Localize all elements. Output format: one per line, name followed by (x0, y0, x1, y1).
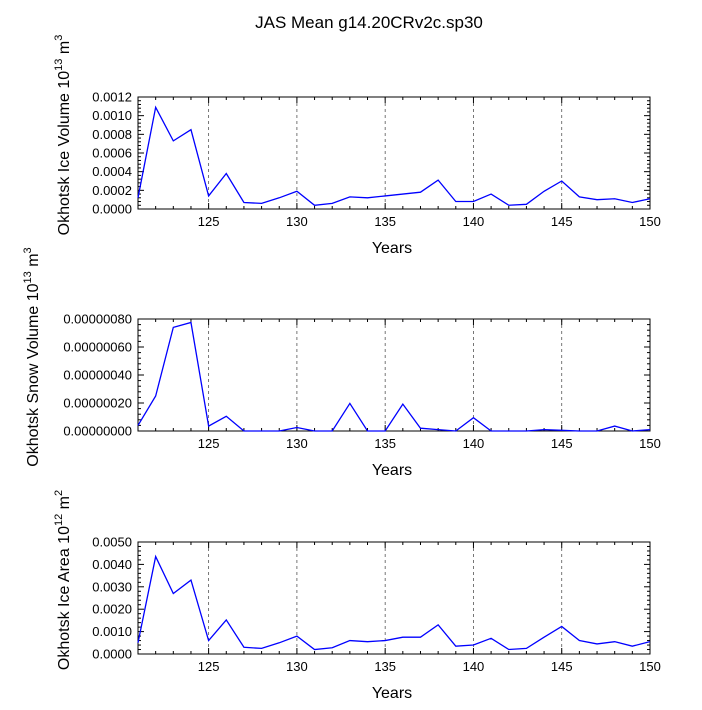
y-tick-label: 0.0020 (92, 602, 132, 617)
x-tick-label: 150 (639, 214, 661, 229)
x-tick-label: 135 (374, 214, 396, 229)
x-tick-label: 145 (551, 659, 573, 674)
x-tick-label: 125 (198, 214, 220, 229)
y-tick-label: 0.0010 (92, 108, 132, 123)
y-tick-label: 0.0050 (92, 535, 132, 550)
plot-frame (137, 541, 651, 655)
series-line (137, 321, 651, 432)
chart-panel-3: 125 130 135 140 145 150 0.0000 0.0010 0.0020 0.00… (53, 490, 661, 702)
x-tick-label: 130 (286, 436, 308, 451)
x-tick-label: 150 (639, 659, 661, 674)
chart-panel-2: 125 130 135 140 145 150 0.00000000 0.00000020 0.… (22, 247, 661, 479)
x-tick-label: 140 (463, 659, 485, 674)
y-tick-label: 0.0006 (92, 146, 132, 161)
x-tick-label: 130 (286, 659, 308, 674)
panels: 125 130 135 140 145 150 0.0000 0.0002 0.0004 0.00… (22, 35, 661, 702)
y-tick-label: 0.00000060 (63, 340, 132, 355)
x-axis-label: Years (372, 685, 412, 702)
y-tick-label: 0.0000 (92, 202, 132, 217)
y-tick-label: 0.0002 (92, 183, 132, 198)
y-tick-label: 0.00000000 (63, 424, 132, 439)
x-axis-label: Years (372, 462, 412, 479)
y-tick-label: 0.0004 (92, 164, 132, 179)
x-tick-label: 145 (551, 214, 573, 229)
x-tick-label: 130 (286, 214, 308, 229)
chart-panel-1: 125 130 135 140 145 150 0.0000 0.0002 0.0004 0.00… (53, 35, 661, 257)
plot-frame (137, 318, 651, 432)
series-line (137, 554, 651, 651)
y-axis-label: Okhotsk Ice Volume 1013 m3 (53, 35, 73, 236)
y-tick-label: 0.0008 (92, 127, 132, 142)
x-tick-label: 150 (639, 436, 661, 451)
x-tick-label: 140 (463, 214, 485, 229)
x-tick-label: 135 (374, 436, 396, 451)
series-line (137, 105, 651, 206)
y-tick-label: 0.0010 (92, 624, 132, 639)
y-axis-label: Okhotsk Ice Area 1012 m2 (53, 490, 73, 670)
y-tick-label: 0.00000040 (63, 368, 132, 383)
page-title: JAS Mean g14.20CRv2c.sp30 (255, 13, 483, 32)
y-tick-label: 0.0012 (92, 90, 132, 105)
x-axis-label: Years (372, 240, 412, 257)
x-tick-label: 145 (551, 436, 573, 451)
plot-frame (137, 96, 651, 210)
x-tick-label: 125 (198, 436, 220, 451)
y-tick-label: 0.00000020 (63, 396, 132, 411)
y-tick-label: 0.0040 (92, 557, 132, 572)
x-tick-label: 135 (374, 659, 396, 674)
y-tick-label: 0.0000 (92, 647, 132, 662)
x-tick-label: 125 (198, 659, 220, 674)
y-tick-label: 0.00000080 (63, 312, 132, 327)
y-tick-label: 0.0030 (92, 579, 132, 594)
y-axis-label: Okhotsk Snow Volume 1013 m3 (22, 247, 42, 466)
x-tick-label: 140 (463, 436, 485, 451)
